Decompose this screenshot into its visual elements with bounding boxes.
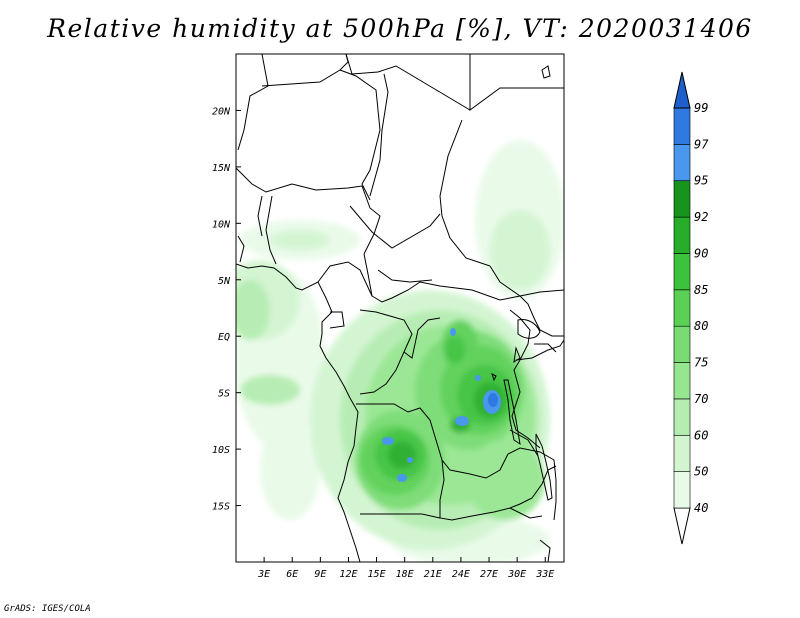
lat-tick-label: 15N bbox=[212, 163, 231, 174]
lon-tick-label: 3E bbox=[257, 569, 270, 580]
lon-tick-label: 6E bbox=[286, 569, 298, 580]
colorbar-bin bbox=[673, 471, 691, 509]
humidity-field bbox=[236, 54, 564, 562]
colorbar-label: 85 bbox=[694, 283, 708, 297]
longitude-axis: 3E 6E 9E 12E 15E 18E 21E 24E 27E 30E 33E bbox=[257, 557, 554, 580]
colorbar-label: 70 bbox=[694, 392, 708, 406]
colorbar-low-arrow bbox=[673, 507, 691, 545]
lon-tick-label: 15E bbox=[368, 569, 386, 580]
map-frame bbox=[235, 53, 565, 563]
colorbar-bin bbox=[673, 434, 691, 472]
colorbar-label: 99 bbox=[694, 101, 708, 115]
colorbar-bin bbox=[673, 325, 691, 363]
lon-tick-label: 21E bbox=[424, 569, 442, 580]
lon-tick-label: 30E bbox=[507, 569, 526, 580]
colorbar-label: 95 bbox=[694, 174, 708, 188]
lon-tick-label: 12E bbox=[339, 569, 357, 580]
lon-tick-label: 18E bbox=[396, 569, 414, 580]
colorbar-label: 75 bbox=[694, 356, 708, 370]
lon-tick-label: 27E bbox=[480, 569, 498, 580]
colorbar-label: 80 bbox=[694, 319, 708, 333]
colorbar-bin bbox=[673, 107, 691, 145]
lon-tick-label: 33E bbox=[535, 569, 554, 580]
colorbar-high-arrow bbox=[673, 71, 691, 109]
lat-tick-label: 5N bbox=[218, 276, 231, 287]
colorbar-label: 40 bbox=[694, 501, 708, 515]
lat-tick-label: 5S bbox=[218, 389, 230, 400]
lat-tick-label: 10N bbox=[212, 219, 231, 230]
lat-tick-label: 20N bbox=[212, 106, 231, 117]
grads-credit: GrADS: IGES/COLA bbox=[4, 604, 91, 614]
country-borders bbox=[236, 54, 564, 562]
colorbar: 40 50 60 70 75 80 85 90 92 95 97 99 bbox=[673, 71, 709, 545]
lakes bbox=[491, 65, 553, 501]
latitude-axis: 20N 15N 10N 5N EQ 5S 10S 15S bbox=[212, 106, 241, 513]
colorbar-bin bbox=[673, 398, 691, 436]
lat-tick-label: EQ bbox=[218, 332, 230, 343]
colorbar-bin bbox=[673, 253, 691, 291]
lat-tick-label: 10S bbox=[212, 445, 230, 456]
colorbar-label: 60 bbox=[694, 428, 708, 442]
lat-tick-label: 15S bbox=[212, 502, 230, 513]
lon-tick-label: 24E bbox=[452, 569, 470, 580]
chart-title: Relative humidity at 500hPa [%], VT: 202… bbox=[47, 14, 753, 43]
colorbar-bin bbox=[673, 362, 691, 400]
colorbar-label: 97 bbox=[694, 137, 709, 151]
colorbar-bin bbox=[673, 180, 691, 218]
colorbar-label: 90 bbox=[694, 246, 708, 260]
colorbar-bin bbox=[673, 289, 691, 327]
colorbar-bin bbox=[673, 144, 691, 182]
lon-tick-label: 9E bbox=[314, 569, 326, 580]
colorbar-label: 50 bbox=[694, 465, 708, 479]
colorbar-bin bbox=[673, 216, 691, 254]
colorbar-label: 92 bbox=[694, 210, 708, 224]
